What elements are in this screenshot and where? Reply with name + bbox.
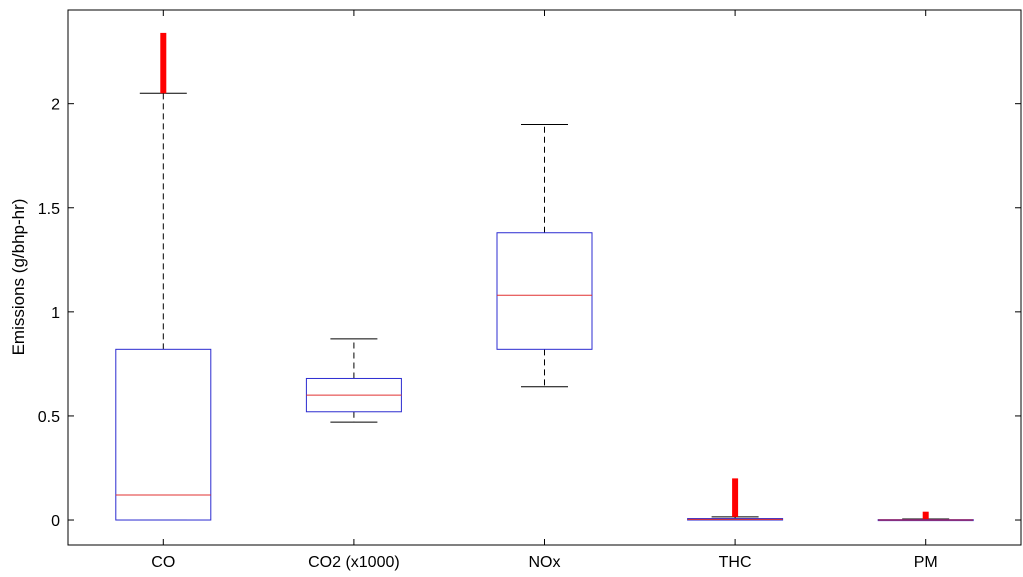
- y-axis-title: Emissions (g/bhp-hr): [9, 199, 28, 356]
- outlier-marks: [160, 32, 167, 94]
- box-group: [115, 32, 212, 521]
- box-series: [115, 32, 974, 522]
- x-tick-label: PM: [914, 554, 938, 571]
- x-tick-label: NOx: [529, 554, 561, 571]
- box: [115, 348, 212, 521]
- box-group: [687, 478, 784, 521]
- y-tick-label: 0: [51, 513, 60, 530]
- box-group: [496, 123, 593, 388]
- x-tick-label: CO: [151, 554, 175, 571]
- outlier-marks: [922, 511, 929, 519]
- x-tick-label: CO2 (x1000): [308, 554, 400, 571]
- x-tick-label: THC: [719, 554, 752, 571]
- outlier-marks: [732, 478, 739, 517]
- y-tick-label: 1.5: [38, 201, 60, 218]
- y-tick-label: 0.5: [38, 409, 60, 426]
- y-tick-label: 1: [51, 305, 60, 322]
- plot-area: [67, 9, 1022, 546]
- box-group: [877, 511, 974, 522]
- box-group: [305, 338, 402, 423]
- y-tick-label: 2: [51, 97, 60, 114]
- box: [496, 232, 593, 350]
- y-axis: 0 0.5 1 1.5 2: [38, 97, 1021, 530]
- x-axis: CO CO2 (x1000) NOx THC PM: [151, 10, 938, 571]
